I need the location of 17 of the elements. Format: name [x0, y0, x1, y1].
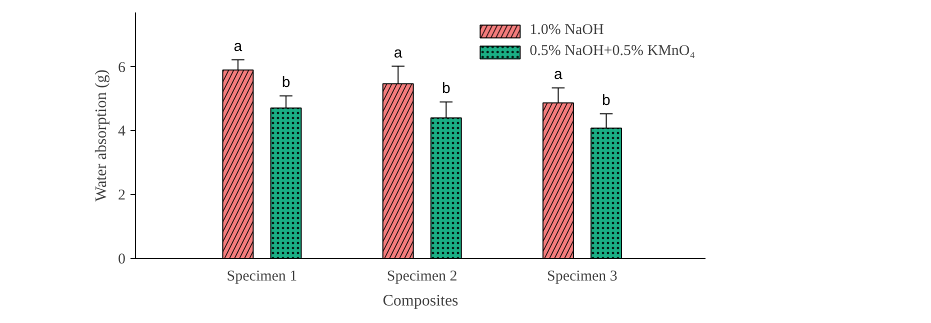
legend-label: 1.0% NaOH [530, 22, 604, 39]
y-tick-label: 4 [118, 124, 126, 140]
x-axis-title: Composites [382, 292, 458, 310]
annotation: a [554, 66, 564, 84]
legend-label: 0.5% NaOH+0.5% KMnO₄ [530, 43, 695, 60]
y-tick-label: 2 [118, 188, 126, 204]
x-tick-label: Specimen 2 [386, 268, 458, 284]
annotation: a [394, 44, 403, 62]
annotation: a [234, 38, 243, 55]
x-tick-label: Specimen 1 [226, 268, 298, 284]
annotation: b [282, 74, 290, 92]
y-tick-label: 6 [118, 60, 126, 76]
y-axis-title: Water absorption (g) [93, 70, 110, 202]
x-tick-label: Specimen 3 [547, 268, 618, 284]
annotation: b [602, 92, 610, 109]
annotation: b [442, 80, 450, 98]
y-tick-label: 0 [118, 252, 126, 268]
